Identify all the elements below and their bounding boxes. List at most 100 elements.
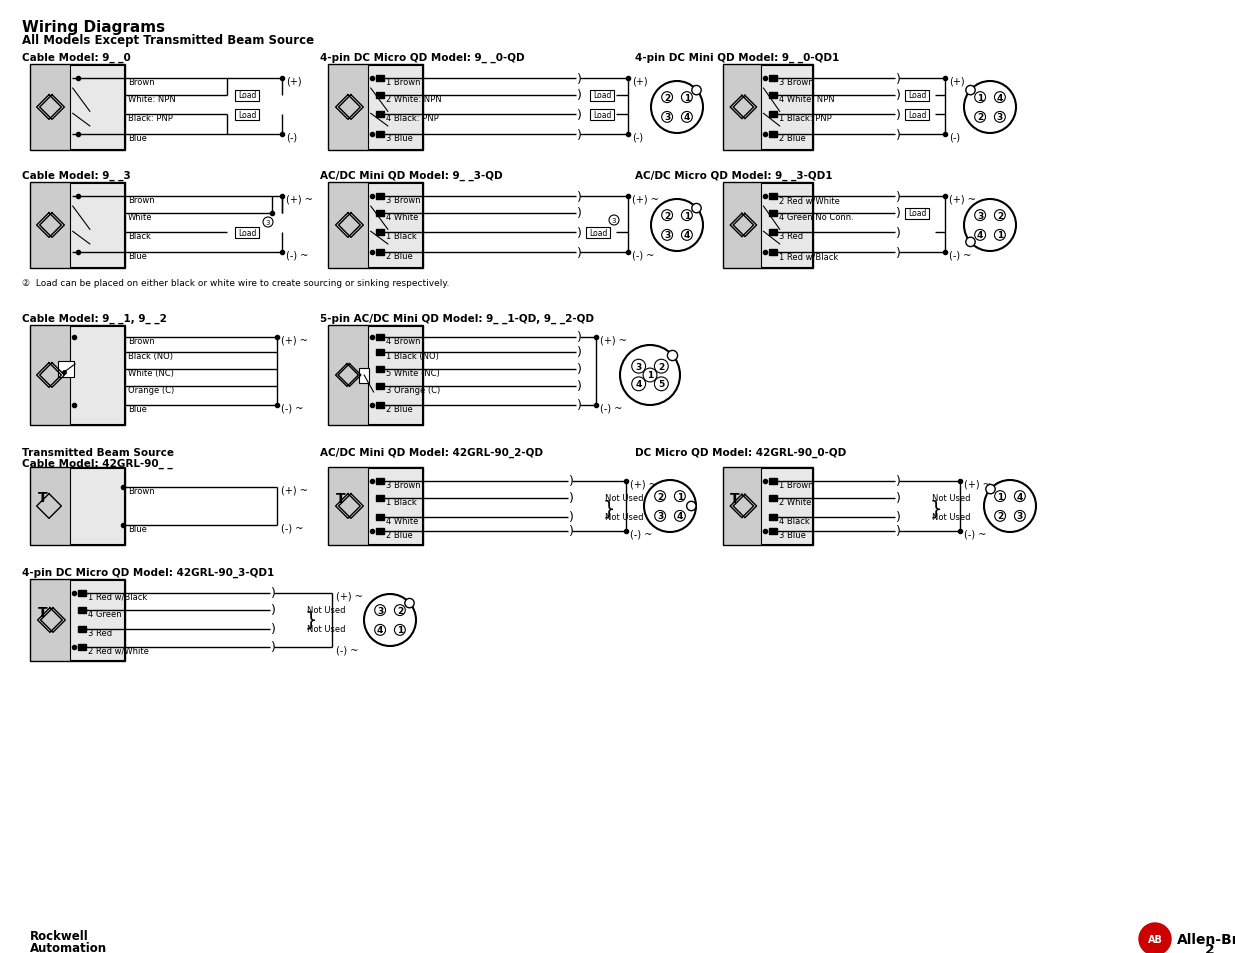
Text: Black: Black: [128, 232, 151, 241]
Bar: [375, 76, 384, 82]
Text: (+) ~: (+) ~: [948, 194, 976, 205]
Bar: [329, 468, 424, 545]
Bar: [768, 250, 777, 255]
Circle shape: [655, 491, 666, 502]
Text: (-) ~: (-) ~: [948, 251, 972, 261]
Text: 1: 1: [997, 492, 1003, 501]
Circle shape: [974, 92, 986, 104]
Circle shape: [994, 211, 1005, 221]
Bar: [375, 478, 384, 484]
Text: 2: 2: [664, 212, 671, 220]
Text: 3: 3: [977, 212, 983, 220]
Text: Not Used: Not Used: [605, 513, 643, 522]
Circle shape: [682, 112, 693, 123]
Circle shape: [364, 595, 416, 646]
Circle shape: [965, 200, 1016, 252]
Text: ): ): [897, 226, 900, 239]
Text: ): ): [897, 525, 900, 537]
Circle shape: [394, 605, 405, 616]
Circle shape: [986, 485, 995, 495]
Text: ): ): [569, 525, 574, 537]
Text: T: T: [336, 492, 345, 506]
Text: Load: Load: [593, 111, 611, 119]
Text: ): ): [897, 191, 900, 203]
Text: ): ): [270, 604, 275, 617]
Bar: [768, 230, 777, 235]
Text: 1: 1: [677, 492, 683, 501]
Text: ): ): [270, 623, 275, 636]
Text: Automation: Automation: [30, 941, 107, 953]
Bar: [375, 402, 384, 409]
Text: 3 Brown: 3 Brown: [385, 195, 420, 205]
Text: Brown: Brown: [128, 486, 154, 496]
Bar: [375, 529, 384, 535]
Text: Load: Load: [908, 210, 926, 218]
Bar: [375, 367, 384, 373]
Text: (+) ~: (+) ~: [287, 194, 312, 205]
Text: (+): (+): [287, 77, 301, 87]
Bar: [375, 250, 384, 255]
Text: 4: 4: [997, 93, 1003, 103]
Circle shape: [974, 231, 986, 241]
Text: 1: 1: [396, 626, 403, 635]
Text: 4 Black: 4 Black: [778, 517, 809, 525]
Bar: [329, 326, 424, 426]
Text: (-): (-): [632, 132, 643, 143]
Text: ): ): [897, 72, 900, 86]
Bar: [768, 515, 777, 520]
Text: Cable Model: 9_ _1, 9_ _2: Cable Model: 9_ _1, 9_ _2: [22, 314, 167, 324]
Circle shape: [655, 511, 666, 521]
Text: 3 Orange (C): 3 Orange (C): [385, 386, 440, 395]
Text: ): ): [577, 72, 582, 86]
Text: ): ): [897, 208, 900, 220]
Text: 4 White: 4 White: [385, 517, 419, 525]
Circle shape: [632, 377, 646, 392]
Bar: [375, 350, 384, 355]
Bar: [375, 211, 384, 216]
Text: Load: Load: [238, 111, 256, 119]
Bar: [722, 65, 813, 151]
Text: ): ): [569, 511, 574, 524]
Text: ): ): [577, 346, 582, 359]
Text: 4-pin DC Mini QD Model: 9_ _0-QD1: 4-pin DC Mini QD Model: 9_ _0-QD1: [635, 53, 840, 63]
Text: 2: 2: [1205, 942, 1215, 953]
Text: 3 Brown: 3 Brown: [778, 78, 813, 87]
Bar: [368, 184, 422, 268]
Bar: [235, 110, 259, 120]
Bar: [30, 579, 125, 661]
Circle shape: [682, 231, 693, 241]
Circle shape: [609, 215, 619, 226]
Text: ): ): [897, 492, 900, 505]
Circle shape: [662, 92, 673, 104]
Bar: [70, 327, 124, 424]
Text: White: NPN: White: NPN: [128, 95, 175, 104]
Bar: [722, 468, 813, 545]
Bar: [329, 65, 424, 151]
Text: 2 Blue: 2 Blue: [385, 405, 412, 414]
Bar: [590, 110, 614, 120]
Text: 2: 2: [977, 113, 983, 122]
Text: Not Used: Not Used: [605, 494, 643, 503]
Text: 3: 3: [377, 606, 383, 615]
Circle shape: [692, 204, 701, 213]
Text: 4: 4: [977, 232, 983, 240]
Text: Load: Load: [238, 91, 256, 100]
Circle shape: [687, 502, 697, 511]
Text: Blue: Blue: [128, 405, 147, 414]
Text: 1: 1: [997, 232, 1003, 240]
Bar: [78, 607, 85, 614]
Text: Brown: Brown: [128, 78, 154, 87]
Text: T: T: [730, 492, 740, 506]
Text: 5-pin AC/DC Mini QD Model: 9_ _1-QD, 9_ _2-QD: 5-pin AC/DC Mini QD Model: 9_ _1-QD, 9_ …: [320, 314, 594, 324]
Circle shape: [1139, 923, 1171, 953]
Bar: [70, 580, 124, 660]
Circle shape: [994, 511, 1005, 521]
Text: DC Micro QD Model: 42GRL-90_0-QD: DC Micro QD Model: 42GRL-90_0-QD: [635, 448, 846, 457]
Text: (+) ~: (+) ~: [282, 335, 308, 346]
Text: Blue: Blue: [128, 252, 147, 261]
Circle shape: [966, 87, 976, 95]
Text: ): ): [577, 380, 582, 393]
Circle shape: [374, 605, 385, 616]
Bar: [70, 66, 124, 150]
Text: (+) ~: (+) ~: [600, 335, 627, 346]
